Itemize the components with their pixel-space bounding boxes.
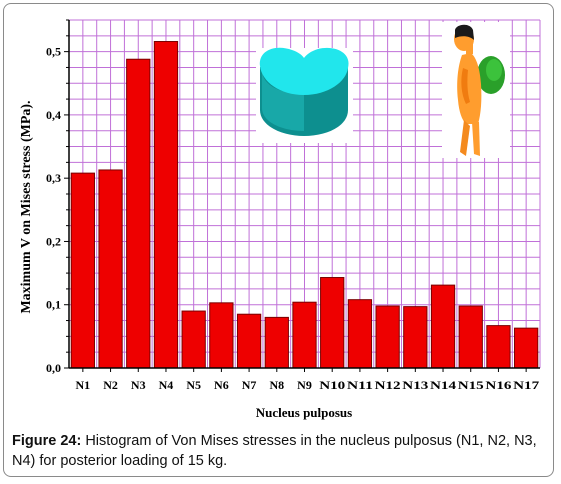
bar-n2 <box>98 169 123 369</box>
y-tick-label: 0,2 <box>46 234 61 248</box>
y-tick-label: 0,3 <box>46 171 61 185</box>
bar-n5 <box>181 310 206 369</box>
x-tick-label-n9: N9 <box>297 378 312 392</box>
x-tick-label-n12: N12 <box>375 378 401 392</box>
x-tick-label-n16: N16 <box>485 378 511 392</box>
bar-n7 <box>236 313 262 369</box>
person-with-backpack-image <box>442 22 510 158</box>
x-tick-label-n11: N11 <box>347 378 373 392</box>
bar-n4 <box>153 41 179 369</box>
bars <box>70 41 539 369</box>
bar-n15 <box>458 305 483 369</box>
y-tick-label: 0,0 <box>46 361 61 375</box>
y-tick-label: 0,1 <box>46 298 61 312</box>
caption-label: Figure 24: <box>12 433 82 449</box>
x-tick-label-n3: N3 <box>131 378 146 392</box>
x-tick-label-n14: N14 <box>430 378 456 392</box>
bar-n8 <box>264 316 289 369</box>
x-tick-label-n5: N5 <box>186 378 201 392</box>
y-tick-label: 0,5 <box>46 45 61 59</box>
x-tick-label-n7: N7 <box>242 378 257 392</box>
bar-n10 <box>320 277 345 369</box>
caption-text: Histogram of Von Mises stresses in the n… <box>12 433 537 469</box>
x-tick-label-n8: N8 <box>269 378 284 392</box>
bar-n14 <box>430 284 456 369</box>
bar-n1 <box>70 172 95 369</box>
x-axis-label: Nucleus pulposus <box>256 405 352 420</box>
bar-n16 <box>486 325 511 369</box>
axes <box>64 19 540 372</box>
x-tick-label-n2: N2 <box>103 378 118 392</box>
bar-n17 <box>514 327 539 369</box>
x-tick-label-n10: N10 <box>319 378 345 392</box>
bar-n9 <box>292 301 317 369</box>
x-tick-labels: N1 N2 N3 N4 N5 N6 N7 N8 N9 N10 N11 N12 N13 N14 N15 N16 N… <box>76 378 540 392</box>
disc-model-image <box>256 47 353 143</box>
bar-n11 <box>347 299 373 369</box>
x-tick-label-n6: N6 <box>214 378 229 392</box>
x-tick-label-n4: N4 <box>159 378 174 392</box>
x-tick-label-n13: N13 <box>402 378 428 392</box>
y-tick-labels: 0,0 0,1 0,2 0,3 0,4 0,5 <box>46 45 61 375</box>
y-tick-label: 0,4 <box>46 108 61 122</box>
x-tick-label-n1: N1 <box>76 378 91 392</box>
bar-n12 <box>375 305 400 369</box>
bar-n3 <box>126 58 151 369</box>
x-tick-label-n17: N17 <box>513 378 539 392</box>
figure-caption: Figure 24: Histogram of Von Mises stress… <box>12 431 552 471</box>
bar-n13 <box>403 306 428 369</box>
bar-n6 <box>209 302 234 369</box>
y-axis-label: Maximum V on Mises stress (MPa). <box>19 100 34 313</box>
bar-chart: 0,0 0,1 0,2 0,3 0,4 0,5 N1 N2 N3 N4 N5 N6 N7 N8 N9 N10… <box>19 19 541 420</box>
x-tick-label-n15: N15 <box>458 378 484 392</box>
